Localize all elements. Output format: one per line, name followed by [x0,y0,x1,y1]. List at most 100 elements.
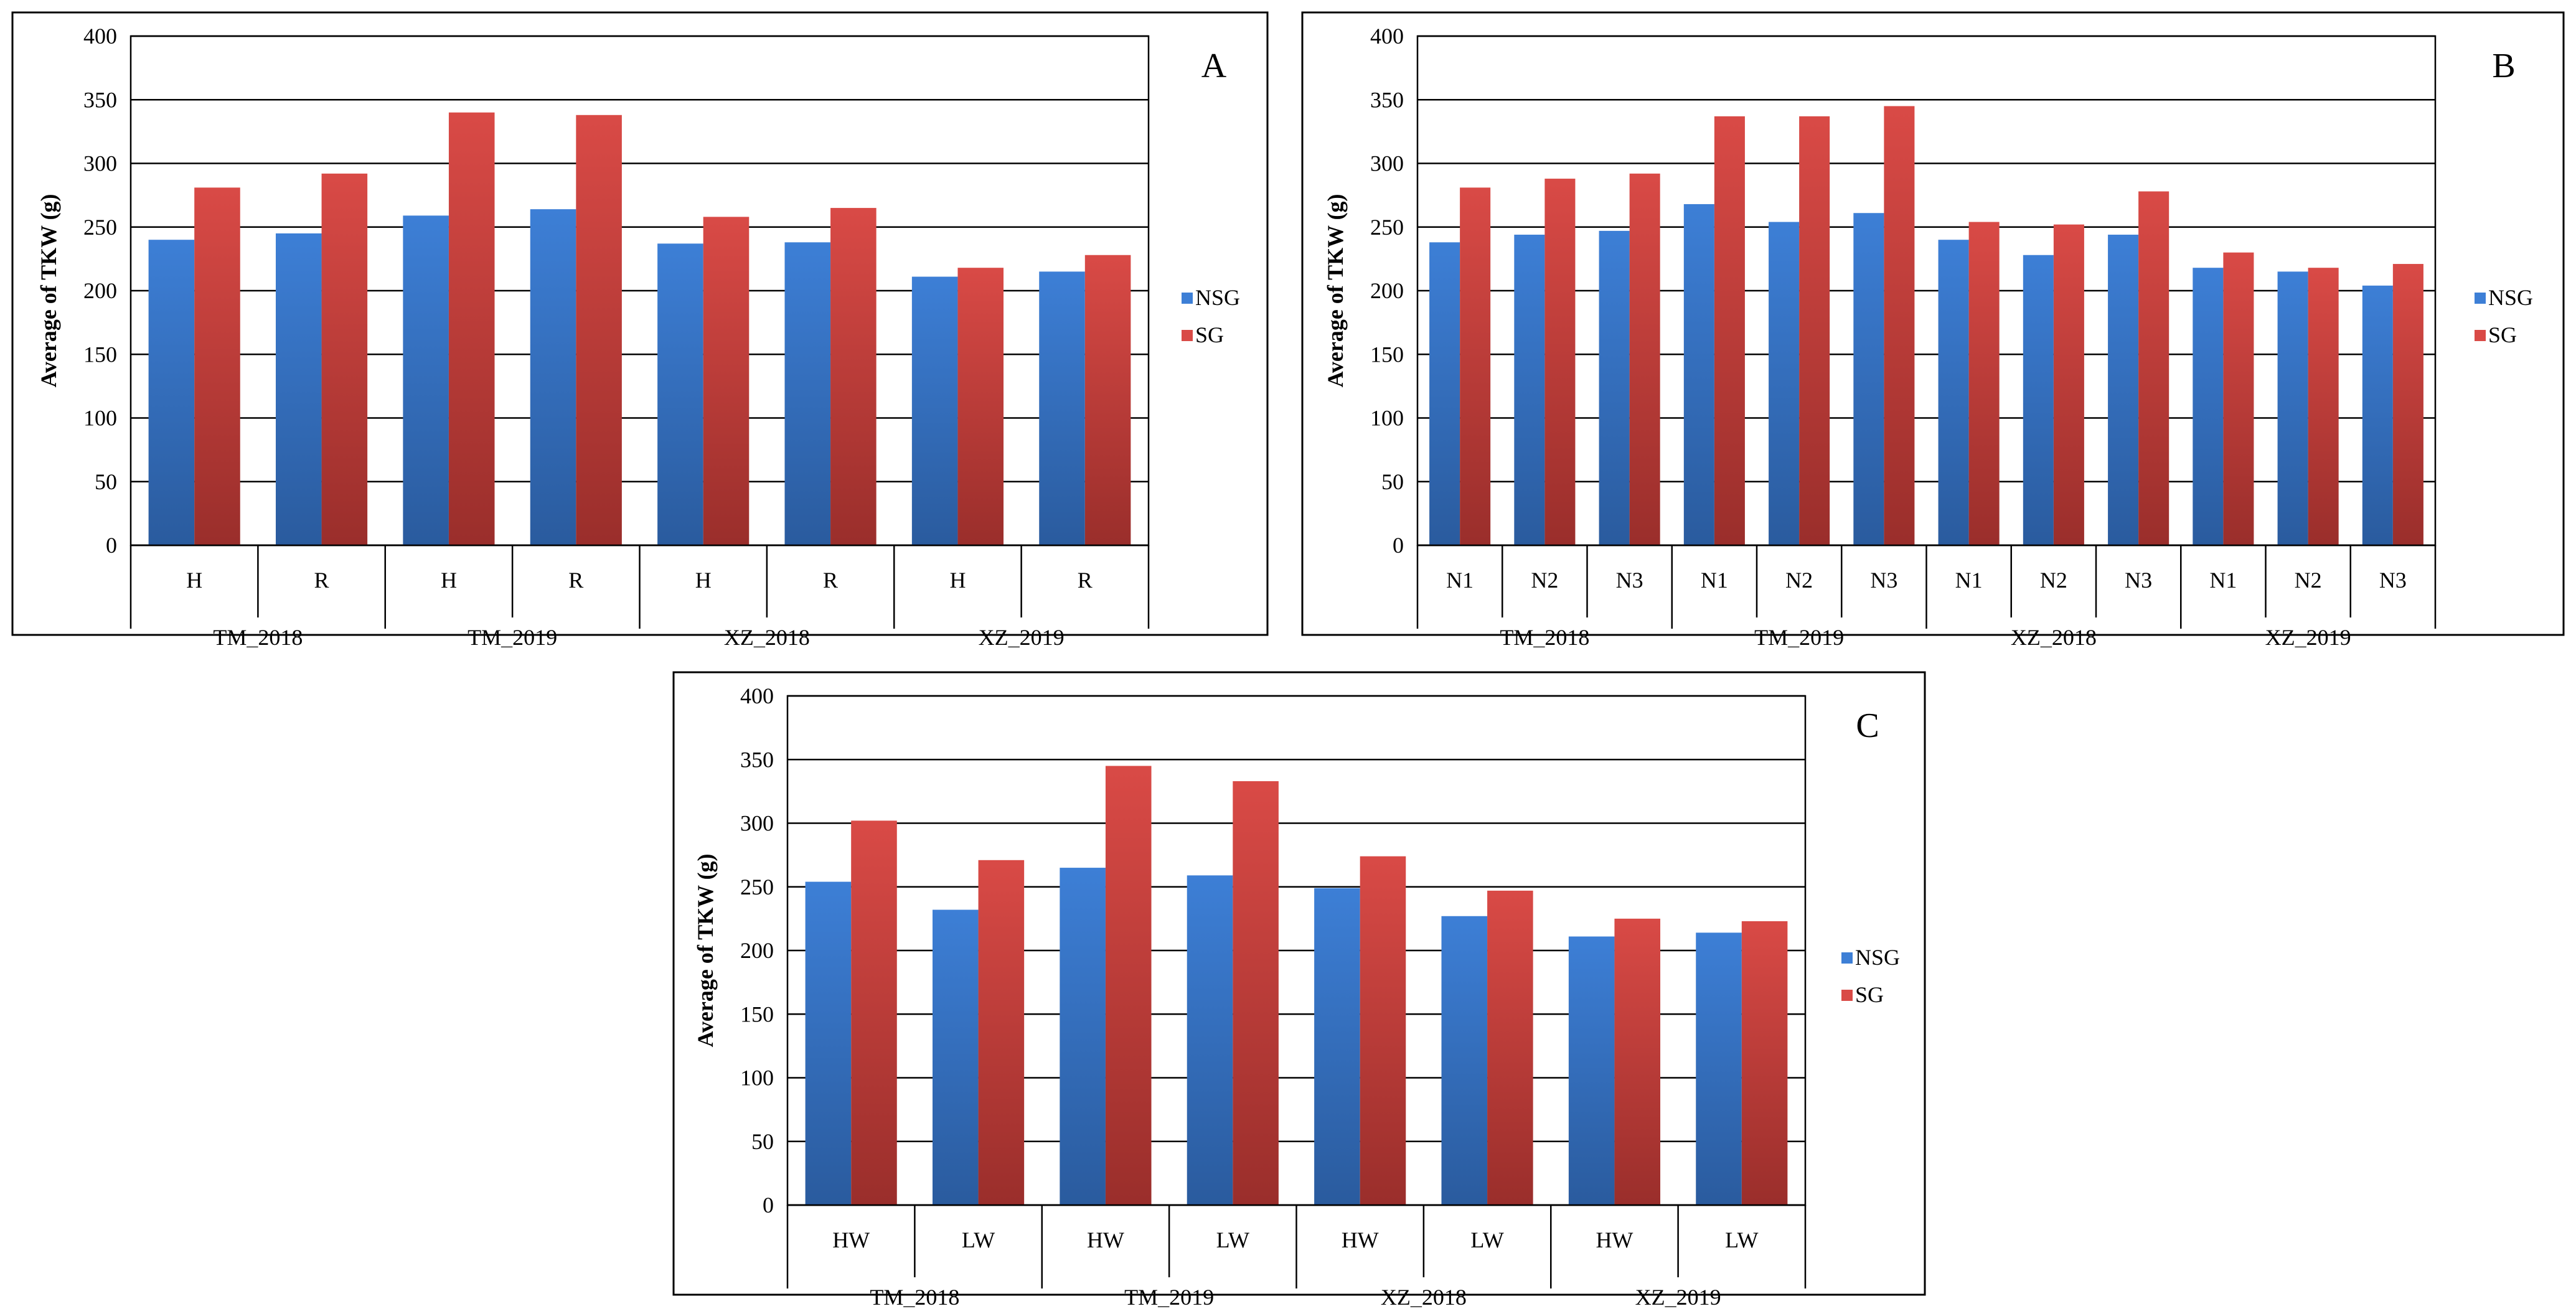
chart-panel-b: 0 50 100 150 200 250 300 350 400 Average of TKW (… [1290,0,2576,647]
bar-sg-xz_2018-h [703,217,750,545]
legend-swatch-sg [1182,330,1193,341]
bar-nsg-xz_2018-lw [1441,916,1488,1205]
bar-sg-tm_2018-h [194,187,240,546]
bar-nsg-tm_2018-lw [932,909,979,1205]
y-tick-label: 0 [763,1193,774,1218]
bar-sg-xz_2019-n2 [2308,268,2339,545]
bar-sg-tm_2019-hw [1105,766,1152,1205]
y-tick-label: 250 [1370,215,1404,240]
legend-label-nsg: NSG [1855,945,1900,970]
legend-swatch-sg [1841,990,1853,1001]
y-tick-label: 300 [1370,151,1404,176]
legend-label-sg: SG [2488,322,2517,347]
y-tick-label: 100 [1370,406,1404,431]
y-tick-label: 400 [83,24,117,49]
bar-sg-xz_2019-r [1084,255,1131,545]
bar-nsg-tm_2018-n1 [1429,242,1460,545]
x-group-label: XZ_2018 [1381,1285,1467,1307]
bar-nsg-tm_2018-r [275,233,322,545]
bar-nsg-xz_2019-n1 [2193,268,2224,545]
legend-swatch-nsg [1841,952,1853,964]
bar-nsg-xz_2019-h [911,276,958,545]
bar-nsg-tm_2018-hw [805,881,852,1205]
x-tick-label: N2 [2040,568,2067,593]
bar-nsg-xz_2018-h [657,243,703,545]
chart-frame [1301,11,2565,636]
legend-swatch-nsg [1182,293,1193,304]
y-tick-label: 100 [740,1066,774,1091]
bar-sg-tm_2018-n1 [1460,187,1491,546]
bar-nsg-tm_2019-n3 [1853,213,1884,545]
y-tick-label: 350 [740,747,774,772]
bar-nsg-xz_2019-n2 [2277,271,2308,545]
bar-nsg-xz_2019-n3 [2362,285,2393,545]
bar-nsg-xz_2019-hw [1568,936,1615,1205]
bar-sg-xz_2018-n2 [2053,224,2084,545]
x-tick-label: N3 [1870,568,1897,593]
bar-nsg-xz_2018-n3 [2108,235,2139,545]
x-tick-label: N1 [1701,568,1728,593]
bar-sg-tm_2018-n2 [1544,179,1576,545]
bar-sg-tm_2018-lw [978,860,1025,1205]
x-tick-label: N2 [1531,568,1558,593]
bar-nsg-tm_2018-n3 [1599,230,1630,545]
x-group-label: TM_2019 [468,625,557,647]
bar-sg-tm_2019-lw [1233,781,1279,1205]
bar-sg-xz_2019-n3 [2392,264,2423,545]
chart-panel-c: 0 50 100 150 200 250 300 350 400 Average of TKW (… [661,660,1937,1307]
x-tick-label: R [823,568,838,593]
bar-sg-xz_2018-n1 [1968,222,2000,545]
y-tick-label: 350 [1370,87,1404,112]
y-tick-label: 0 [1393,533,1404,558]
bar-sg-xz_2019-hw [1614,918,1661,1205]
bar-nsg-xz_2018-n1 [1938,240,1969,545]
y-tick-label: 200 [1370,278,1404,303]
bar-sg-xz_2018-r [830,208,877,545]
legend-swatch-nsg [2475,293,2486,304]
x-tick-label: HW [1596,1227,1633,1252]
y-axis-label: Average of TKW (g) [1323,194,1348,388]
bar-nsg-xz_2018-n2 [2023,255,2054,545]
chart-a-svg: 0 50 100 150 200 250 300 350 400 Average of TKW (… [11,11,1269,647]
bar-sg-tm_2019-n1 [1714,116,1745,545]
bar-nsg-xz_2018-r [784,242,831,545]
bar-nsg-tm_2019-r [530,209,576,545]
x-tick-label: H [186,568,202,593]
x-tick-label: N2 [1785,568,1813,593]
bar-nsg-tm_2018-n2 [1514,235,1545,545]
y-axis-label: Average of TKW (g) [693,854,718,1048]
bar-nsg-tm_2019-n1 [1683,204,1714,545]
y-tick-label: 150 [740,1002,774,1026]
x-tick-label: N3 [1616,568,1643,593]
y-tick-label: 50 [95,469,117,494]
bar-nsg-xz_2018-hw [1314,888,1360,1205]
x-tick-label: HW [832,1227,870,1252]
x-group-label: XZ_2019 [979,625,1065,647]
bar-sg-xz_2018-n3 [2138,191,2169,545]
x-tick-label: LW [1470,1227,1503,1252]
y-tick-label: 50 [1381,469,1404,494]
bar-sg-tm_2019-n2 [1799,116,1830,545]
chart-panel-a: 0 50 100 150 200 250 300 350 400 Average of TKW (… [0,0,1280,647]
bar-sg-tm_2019-n3 [1884,106,1915,546]
bar-nsg-tm_2019-hw [1060,868,1106,1205]
legend-label-sg: SG [1855,982,1884,1007]
x-group-label: TM_2019 [1754,625,1844,647]
bar-nsg-tm_2018-h [148,240,195,545]
panel-label: B [2492,47,2515,85]
bar-sg-tm_2018-r [321,173,368,545]
x-tick-label: N3 [2125,568,2152,593]
chart-b-svg: 0 50 100 150 200 250 300 350 400 Average of TKW (… [1301,11,2565,647]
x-group-label: TM_2018 [1500,625,1589,647]
x-tick-label: HW [1342,1227,1379,1252]
y-axis-label: Average of TKW (g) [36,194,61,388]
bar-sg-tm_2018-n3 [1629,173,1660,545]
x-group-label: XZ_2018 [2011,625,2097,647]
bar-sg-xz_2019-n1 [2223,252,2254,545]
y-tick-label: 250 [83,215,117,240]
y-tick-label: 100 [83,406,117,431]
bar-nsg-tm_2019-n2 [1769,222,1800,545]
x-tick-label: H [695,568,712,593]
x-group-label: TM_2019 [1124,1285,1214,1307]
bar-sg-xz_2019-h [957,268,1004,545]
